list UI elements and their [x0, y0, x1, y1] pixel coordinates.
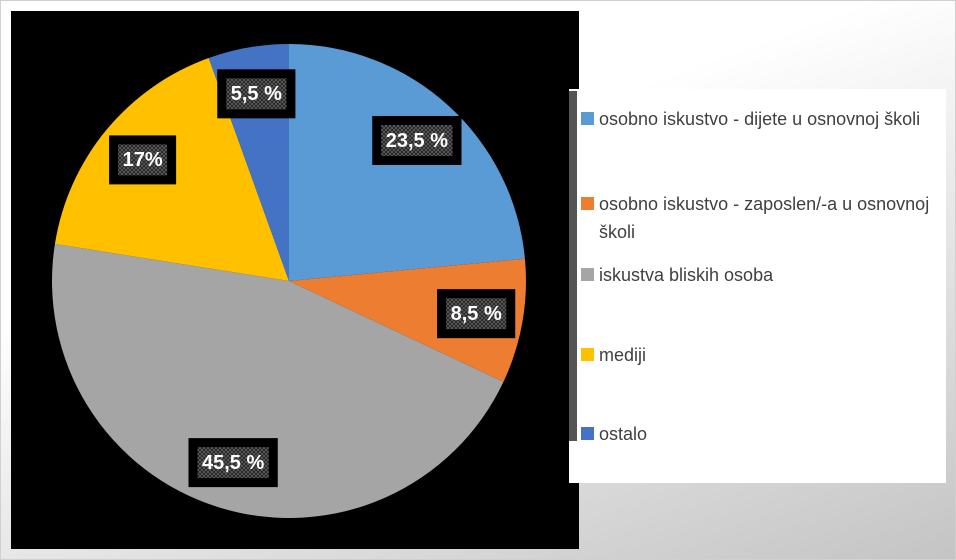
data-label-box	[109, 135, 177, 185]
data-label: 23,5 %	[372, 115, 462, 165]
data-label-text: 17%	[123, 149, 163, 171]
data-label-text: 8,5 %	[451, 303, 502, 325]
data-label-text: 45,5 %	[202, 452, 264, 474]
legend-item: osobno iskustvo - zaposlen/-a u osnovnoj…	[581, 190, 944, 246]
legend-label: iskustva bliskih osoba	[599, 265, 774, 285]
legend-label: mediji	[599, 345, 647, 365]
pie-slice	[52, 243, 504, 518]
legend-item: mediji	[581, 341, 944, 369]
data-label-box	[188, 438, 278, 488]
data-label: 5,5 %	[217, 69, 296, 119]
legend-item: osobno iskustvo - dijete u osnovnoj škol…	[581, 105, 944, 133]
legend-item: ostalo	[581, 420, 944, 448]
legend-label: osobno iskustvo - zaposlen/-a u osnovnoj…	[599, 194, 930, 242]
data-label-box	[437, 289, 516, 339]
legend-swatch	[581, 348, 594, 361]
legend	[569, 89, 946, 483]
legend-item: iskustva bliskih osoba	[581, 261, 944, 289]
data-label-text: 23,5 %	[386, 130, 448, 152]
data-label: 17%	[109, 135, 177, 185]
legend-label: osobno iskustvo - dijete u osnovnoj škol…	[599, 109, 921, 129]
data-label: 45,5 %	[188, 438, 278, 488]
legend-bar	[569, 91, 577, 441]
legend-swatch	[581, 268, 594, 281]
legend-label: ostalo	[599, 424, 648, 444]
legend-swatch	[581, 427, 594, 440]
data-label: 8,5 %	[437, 289, 516, 339]
data-label-box	[372, 115, 462, 165]
data-label-box	[217, 69, 296, 119]
pie-area: 23,5 % 8,5 % 45,5 % 17% 5,5 %	[11, 11, 579, 549]
legend-swatch	[581, 112, 594, 125]
legend-swatch	[581, 197, 594, 210]
data-label-text: 5,5 %	[231, 83, 282, 105]
